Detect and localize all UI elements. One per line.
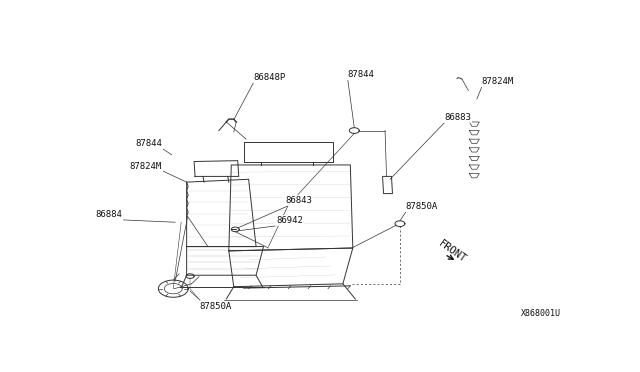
- Text: 87824M: 87824M: [482, 77, 514, 86]
- Text: 87844: 87844: [135, 139, 162, 148]
- Text: FRONT: FRONT: [437, 238, 468, 264]
- Text: 86883: 86883: [445, 113, 472, 122]
- Text: 86942: 86942: [276, 216, 303, 225]
- Text: 87844: 87844: [348, 70, 374, 79]
- Text: 86884: 86884: [95, 211, 122, 219]
- Text: X868001U: X868001U: [521, 309, 561, 318]
- Text: 86843: 86843: [286, 196, 313, 205]
- Text: 87850A: 87850A: [199, 302, 231, 311]
- Text: 87850A: 87850A: [405, 202, 437, 211]
- Text: 87824M: 87824M: [129, 162, 162, 171]
- Text: 86848P: 86848P: [253, 73, 286, 82]
